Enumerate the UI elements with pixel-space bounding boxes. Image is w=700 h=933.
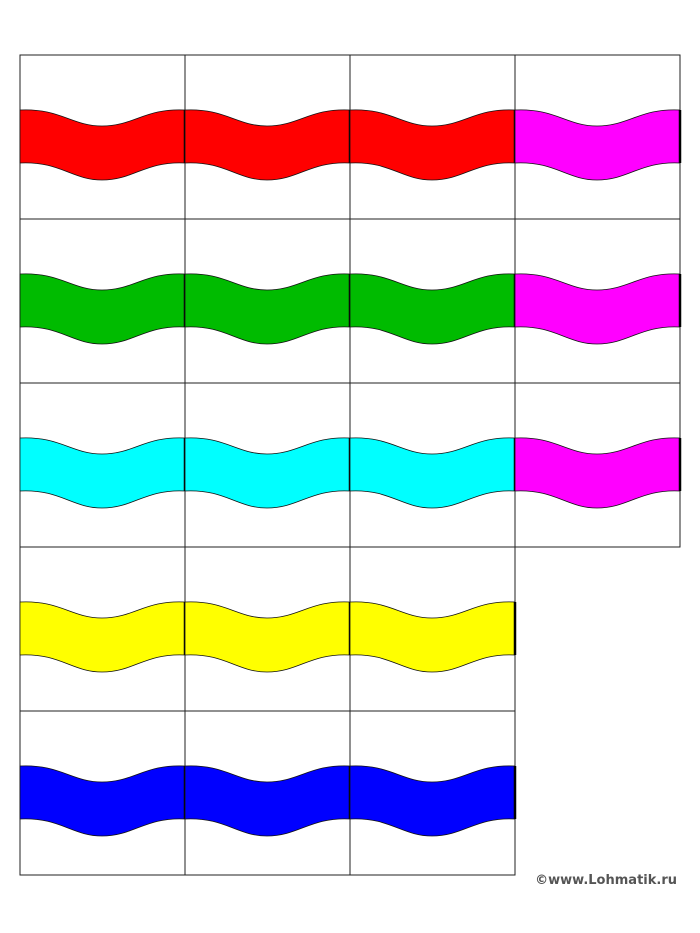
card [19, 382, 187, 548]
card [349, 218, 517, 384]
card [349, 546, 517, 712]
card [184, 710, 352, 876]
cards [19, 54, 682, 876]
card [514, 218, 682, 384]
card [19, 218, 187, 384]
card [19, 54, 187, 220]
card [19, 546, 187, 712]
card [184, 54, 352, 220]
card [349, 54, 517, 220]
watermark: ©www.Lohmatik.ru [535, 873, 677, 888]
card [19, 710, 187, 876]
card [349, 382, 517, 548]
card [349, 710, 517, 876]
card [184, 218, 352, 384]
card [514, 382, 682, 548]
card [184, 382, 352, 548]
card [514, 54, 682, 220]
card [184, 546, 352, 712]
